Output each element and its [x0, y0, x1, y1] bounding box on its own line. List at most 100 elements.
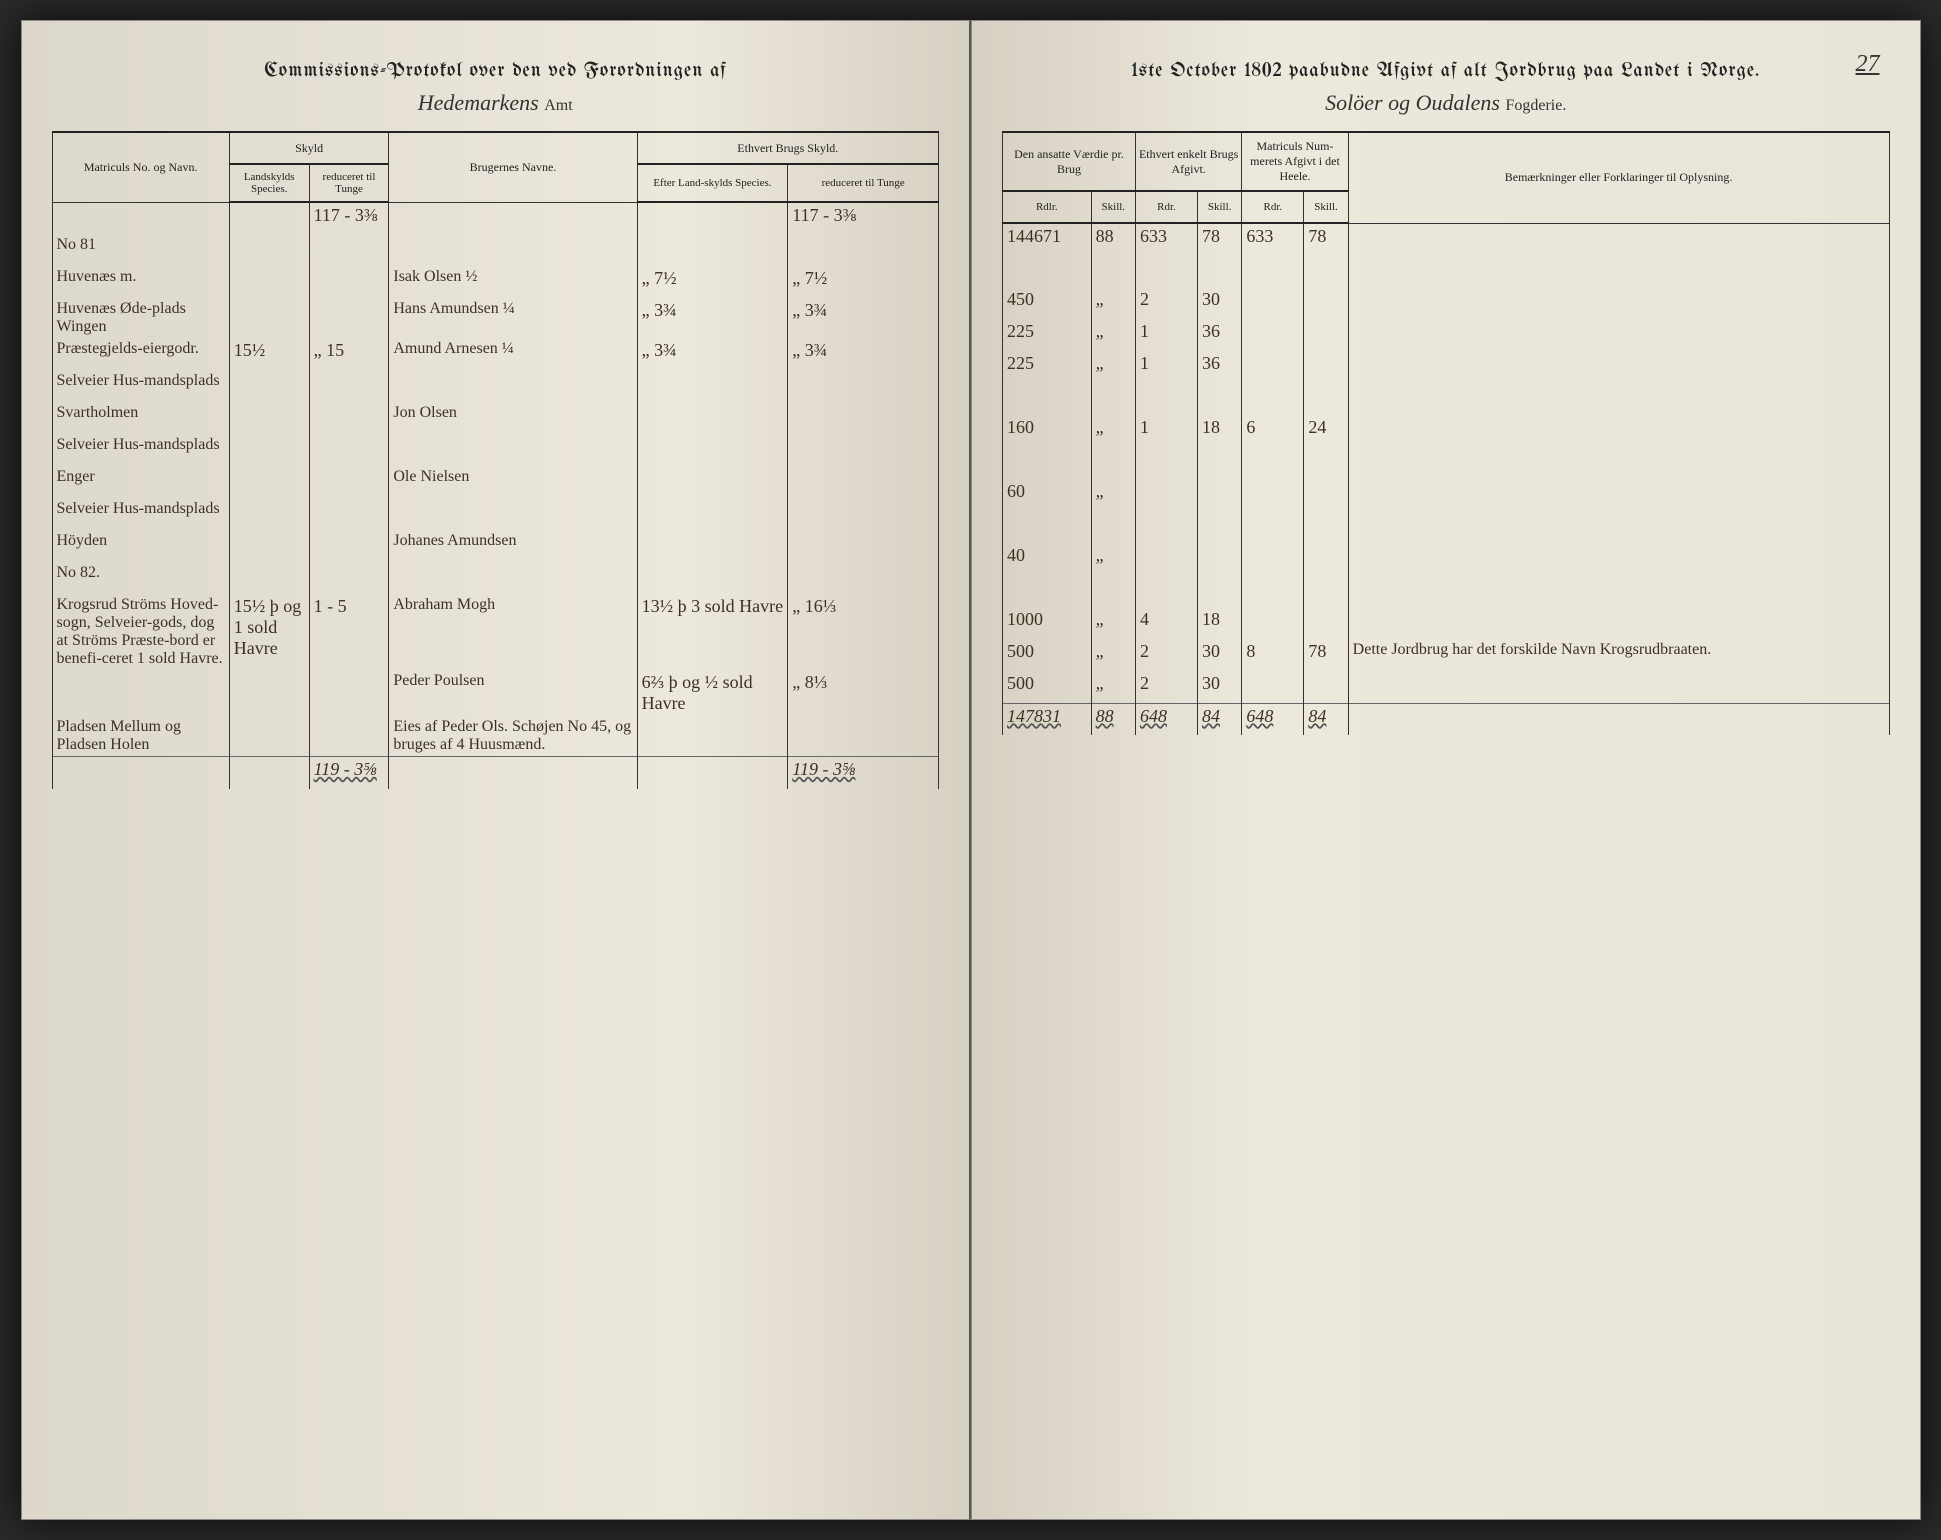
table-row: 225„136: [1003, 319, 1890, 351]
carry-b-rdr: 633: [1135, 223, 1197, 255]
cell: [389, 370, 637, 402]
cell: 160: [1003, 415, 1092, 447]
cell: [1242, 287, 1304, 319]
cell: [1198, 255, 1242, 287]
cell: [389, 562, 637, 594]
cell: [1242, 447, 1304, 479]
left-page: Commissions-Protokol over den ved Forord…: [21, 20, 972, 1520]
cell: [637, 716, 788, 757]
cell: „ 3¾: [637, 338, 788, 370]
cell: [1091, 511, 1135, 543]
hdr-v-skill: Skill.: [1091, 191, 1135, 223]
table-row: Selveier Hus-mandsplads: [52, 370, 939, 402]
table-row: [1003, 511, 1890, 543]
cell: Selveier Hus-mandsplads: [52, 434, 229, 466]
cell: Præstegjelds-eiergodr.: [52, 338, 229, 370]
cell: [1003, 383, 1092, 415]
cell: [1242, 511, 1304, 543]
table-row: No 82.: [52, 562, 939, 594]
table-row: 60„: [1003, 479, 1890, 511]
region-printed: Amt: [544, 97, 572, 114]
cell: [1242, 607, 1304, 639]
cell: 1: [1135, 319, 1197, 351]
cell: [229, 402, 309, 434]
carry-v-sk: 88: [1091, 223, 1135, 255]
cell: 6⅔ þ og ½ sold Havre: [637, 670, 788, 716]
region-printed-r: Fogderie.: [1505, 97, 1566, 114]
cell: [1348, 255, 1889, 287]
cell: [1198, 575, 1242, 607]
cell: 500: [1003, 671, 1092, 703]
table-row: 1000„418: [1003, 607, 1890, 639]
cell: [309, 402, 389, 434]
table-row: 450„230: [1003, 287, 1890, 319]
cell: „: [1091, 479, 1135, 511]
cell: [1348, 351, 1889, 383]
cell: „ 7½: [788, 266, 939, 298]
cell: [309, 434, 389, 466]
cell: „ 3¾: [788, 298, 939, 338]
cell: Amund Arnesen ¼: [389, 338, 637, 370]
table-row: Huvenæs m.Isak Olsen ½„ 7½„ 7½: [52, 266, 939, 298]
cell: 40: [1003, 543, 1092, 575]
cell: [1304, 575, 1348, 607]
hdr-ethvert-reduceret: reduceret til Tunge: [788, 164, 939, 202]
cell: „: [1091, 543, 1135, 575]
cell: „: [1091, 351, 1135, 383]
table-row: No 81: [52, 234, 939, 266]
cell: Peder Poulsen: [389, 670, 637, 716]
cell: [1304, 447, 1348, 479]
cell: „ 3¾: [637, 298, 788, 338]
cell: [229, 716, 309, 757]
cell: 225: [1003, 351, 1092, 383]
cell: [309, 498, 389, 530]
cell: 1 - 5: [309, 594, 389, 670]
cell: [1003, 511, 1092, 543]
tot-v-sk: 88: [1091, 703, 1135, 735]
cell: 15½: [229, 338, 309, 370]
cell: [788, 370, 939, 402]
cell: 18: [1198, 607, 1242, 639]
cell: 225: [1003, 319, 1092, 351]
cell: 8: [1242, 639, 1304, 671]
cell: [1348, 479, 1889, 511]
cell: [309, 670, 389, 716]
table-row: 225„136: [1003, 351, 1890, 383]
tot-b-sk: 84: [1198, 703, 1242, 735]
right-title: 1ste October 1802 paabudne Afgivt af alt…: [1002, 61, 1890, 82]
cell: [229, 466, 309, 498]
page-number: 27: [1856, 51, 1880, 78]
cell: 1: [1135, 351, 1197, 383]
cell: [788, 716, 939, 757]
cell: [1091, 383, 1135, 415]
cell: 24: [1304, 415, 1348, 447]
hdr-m-skill: Skill.: [1304, 191, 1348, 223]
hdr-ethvert: Ethvert Brugs Skyld.: [637, 132, 938, 164]
right-tbody: 144671 88 633 78 633 78 450„230225„13622…: [1003, 223, 1890, 735]
carry-m-sk: 78: [1304, 223, 1348, 255]
cell: 18: [1198, 415, 1242, 447]
cell: Hans Amundsen ¼: [389, 298, 637, 338]
cell: 2: [1135, 671, 1197, 703]
cell: Svartholmen: [52, 402, 229, 434]
cell: [637, 234, 788, 266]
cell: [788, 402, 939, 434]
cell: [1242, 543, 1304, 575]
cell: [229, 498, 309, 530]
cell: „ 8⅓: [788, 670, 939, 716]
cell: [1003, 255, 1092, 287]
cell: Johanes Amundsen: [389, 530, 637, 562]
tot-b-rdr: 648: [1135, 703, 1197, 735]
cell: [1091, 447, 1135, 479]
hdr-skyld: Skyld: [229, 132, 389, 164]
cell: [788, 434, 939, 466]
table-row: 40„: [1003, 543, 1890, 575]
table-row: [1003, 447, 1890, 479]
cell: [1135, 511, 1197, 543]
cell: Eies af Peder Ols. Schøjen No 45, og bru…: [389, 716, 637, 757]
table-row: Selveier Hus-mandsplads: [52, 498, 939, 530]
cell: [637, 370, 788, 402]
cell: [637, 402, 788, 434]
hdr-skyld-reduceret: reduceret til Tunge: [309, 164, 389, 202]
table-row: Præstegjelds-eiergodr.15½„ 15Amund Arnes…: [52, 338, 939, 370]
